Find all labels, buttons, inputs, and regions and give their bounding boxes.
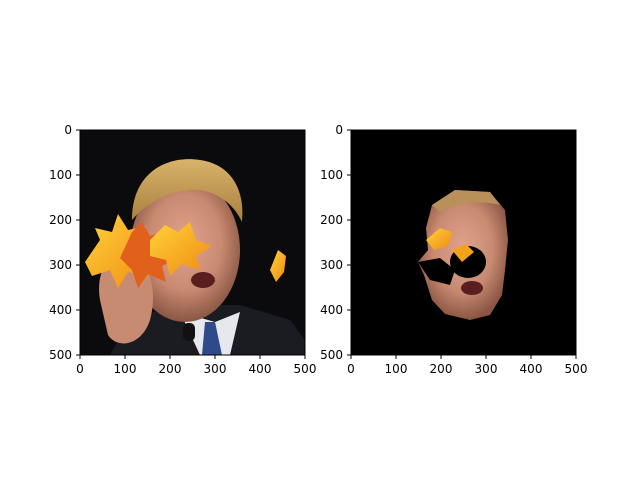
left-y-tick-labels: 0 100 200 300 400 500: [49, 123, 72, 362]
y-tick-label: 0: [335, 123, 343, 137]
x-tick-label: 200: [159, 362, 182, 376]
y-tick-label: 400: [49, 303, 72, 317]
right-image: [351, 130, 576, 355]
x-tick-label: 100: [114, 362, 137, 376]
right-x-ticks: [350, 355, 577, 359]
y-tick-label: 100: [49, 168, 72, 182]
y-tick-label: 500: [320, 348, 343, 362]
left-image: [80, 130, 305, 355]
left-axes-frame: [79, 129, 306, 356]
y-tick-label: 500: [49, 348, 72, 362]
x-tick-label: 500: [565, 362, 588, 376]
y-tick-label: 200: [320, 213, 343, 227]
right-axes-frame: [350, 129, 577, 356]
leaves-left: [85, 214, 286, 288]
x-tick-label: 300: [204, 362, 227, 376]
x-tick-label: 200: [430, 362, 453, 376]
left-x-tick-labels: 0 100 200 300 400 500: [76, 362, 316, 376]
y-tick-label: 0: [64, 123, 72, 137]
left-x-ticks: [79, 355, 306, 359]
right-y-tick-labels: 0 100 200 300 400 500: [320, 123, 343, 362]
x-tick-label: 400: [249, 362, 272, 376]
right-axes: 0 100 200 300 400 500 0 100 200 300 400 …: [320, 123, 587, 376]
y-tick-label: 100: [320, 168, 343, 182]
left-axes: 0 100 200 300 400 500 0 100 200 300 400 …: [49, 123, 316, 376]
y-tick-label: 300: [49, 258, 72, 272]
y-tick-label: 400: [320, 303, 343, 317]
x-tick-label: 500: [294, 362, 317, 376]
x-tick-label: 300: [475, 362, 498, 376]
right-x-tick-labels: 0 100 200 300 400 500: [347, 362, 587, 376]
y-tick-label: 200: [49, 213, 72, 227]
x-tick-label: 400: [520, 362, 543, 376]
y-tick-label: 300: [320, 258, 343, 272]
left-y-ticks: [76, 129, 80, 356]
right-y-ticks: [347, 129, 351, 356]
x-tick-label: 0: [76, 362, 84, 376]
x-tick-label: 100: [385, 362, 408, 376]
x-tick-label: 0: [347, 362, 355, 376]
